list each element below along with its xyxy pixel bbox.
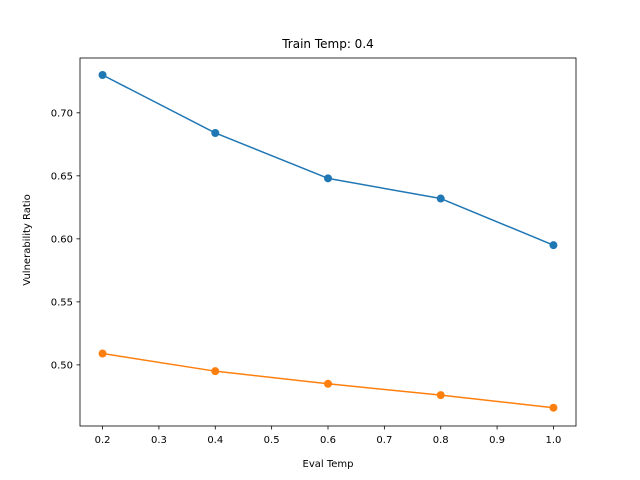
axes-frame (79, 57, 577, 427)
series-2-point (324, 379, 332, 388)
x-axis-title: Eval Temp (303, 459, 354, 470)
y-tick-label: 0.70 (51, 108, 73, 119)
y-tick-label: 0.60 (51, 234, 73, 245)
chart-title: Train Temp: 0.4 (281, 37, 374, 51)
series-1-point (211, 128, 220, 137)
series-2-point (211, 367, 220, 376)
series-2-point (98, 349, 107, 358)
plot-area: 0.2 0.3 0.4 0.5 0.6 0.7 0.8 0.9 1.0 0.50 0.55 0.60 0… (51, 57, 577, 446)
series-2-point (436, 391, 445, 400)
y-tick-label: 0.65 (51, 171, 73, 182)
series-1-point (98, 71, 107, 80)
x-tick-label: 0.6 (320, 435, 336, 446)
x-tick-label: 1.0 (546, 435, 562, 446)
x-tick-label: 0.7 (376, 435, 392, 446)
x-tick-label: 0.2 (95, 435, 111, 446)
series-1-point (549, 241, 558, 250)
x-tick-label: 0.3 (151, 435, 167, 446)
x-tick-label: 0.5 (264, 435, 280, 446)
y-tick-label: 0.50 (51, 360, 73, 371)
x-tick-label: 0.9 (489, 435, 505, 446)
series-2-point (549, 403, 558, 412)
series-1-point (324, 174, 332, 183)
series-1-point (436, 194, 445, 203)
x-tick-label: 0.4 (207, 435, 223, 446)
y-axis-title: Vulnerability Ratio (22, 194, 33, 285)
y-tick-label: 0.55 (51, 297, 73, 308)
x-tick-label: 0.8 (433, 435, 449, 446)
